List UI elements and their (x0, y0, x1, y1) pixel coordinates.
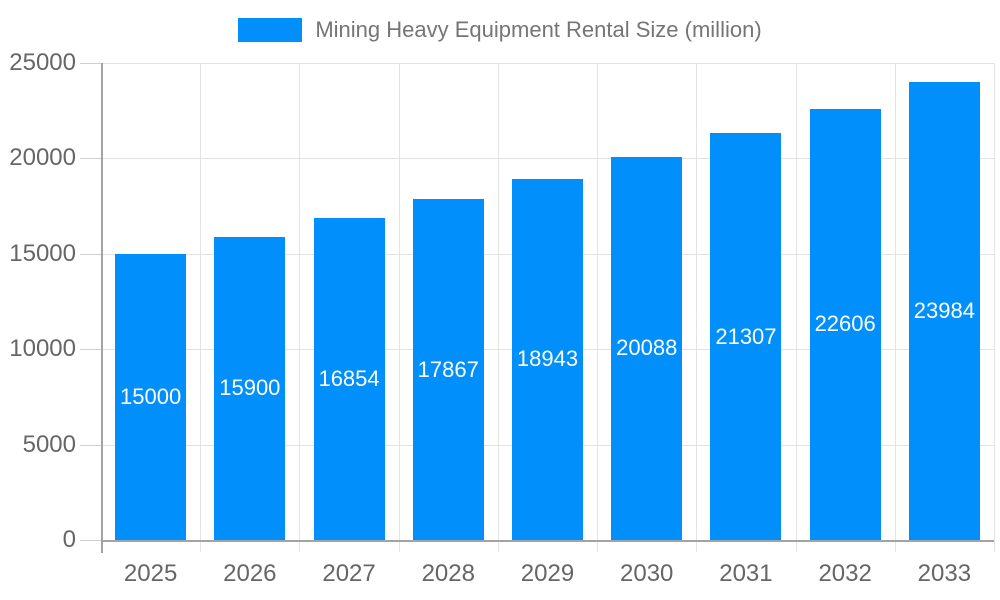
bar-value-label: 15900 (219, 375, 281, 401)
grid-line-vertical (894, 63, 896, 552)
y-axis-tick (80, 253, 101, 255)
bar: 23984 (908, 82, 980, 540)
grid-line-horizontal (101, 63, 994, 64)
y-axis-tick-label: 5000 (22, 430, 76, 458)
grid-line-vertical (299, 63, 301, 552)
y-axis-tick (80, 349, 101, 351)
legend-color-swatch (238, 18, 303, 42)
y-axis-line (101, 63, 103, 553)
x-axis-tick-label: 2030 (620, 560, 674, 587)
bar: 22606 (809, 108, 881, 540)
bar-value-label: 21307 (715, 323, 777, 349)
x-axis-tick-label: 2027 (322, 560, 376, 587)
x-axis-tick-label: 2026 (223, 560, 277, 587)
y-axis-tick (80, 63, 101, 64)
y-axis-tick-label: 0 (62, 526, 76, 553)
grid-line-horizontal (101, 158, 994, 160)
x-axis-tick-label: 2033 (917, 560, 972, 587)
y-axis-tick (80, 540, 101, 541)
grid-line-vertical (696, 63, 698, 552)
x-axis-tick-label: 2028 (421, 560, 475, 587)
bar: 15000 (115, 253, 187, 540)
bar: 15900 (214, 236, 286, 540)
bar: 21307 (710, 133, 782, 540)
grid-line-vertical (795, 63, 797, 552)
grid-line-vertical (398, 63, 400, 552)
bar-value-label: 17867 (417, 356, 479, 382)
grid-line-vertical (200, 63, 202, 552)
y-axis-tick (80, 444, 101, 446)
y-axis-tick-label: 15000 (9, 239, 76, 267)
x-axis-line (101, 540, 994, 542)
grid-line-vertical (597, 63, 599, 552)
x-axis-tick-label: 2031 (719, 560, 773, 587)
grid-line-vertical (497, 63, 499, 552)
bar: 17867 (412, 199, 484, 540)
bar-value-label: 15000 (120, 383, 182, 409)
bar-value-label: 16854 (318, 366, 380, 392)
bar-value-label: 20088 (616, 335, 678, 361)
y-axis-tick-label: 25000 (9, 49, 76, 76)
grid-line-vertical (994, 63, 995, 552)
y-axis-tick (80, 158, 101, 160)
legend-label: Mining Heavy Equipment Rental Size (mill… (315, 17, 762, 42)
x-axis-tick-label: 2029 (520, 560, 575, 587)
x-axis-tick-label: 2025 (123, 560, 178, 587)
bar-value-label: 22606 (814, 311, 876, 337)
bar-value-label: 23984 (913, 298, 975, 324)
x-axis-tick-label: 2032 (818, 560, 872, 587)
y-axis-tick-label: 10000 (9, 335, 76, 363)
legend-item[interactable]: Mining Heavy Equipment Rental Size (mill… (0, 17, 1000, 43)
bar: 18943 (512, 178, 583, 540)
bar: 20088 (611, 156, 683, 540)
bar-value-label: 18943 (516, 346, 579, 372)
bar: 16854 (313, 218, 385, 540)
y-axis-tick-label: 20000 (9, 144, 76, 172)
